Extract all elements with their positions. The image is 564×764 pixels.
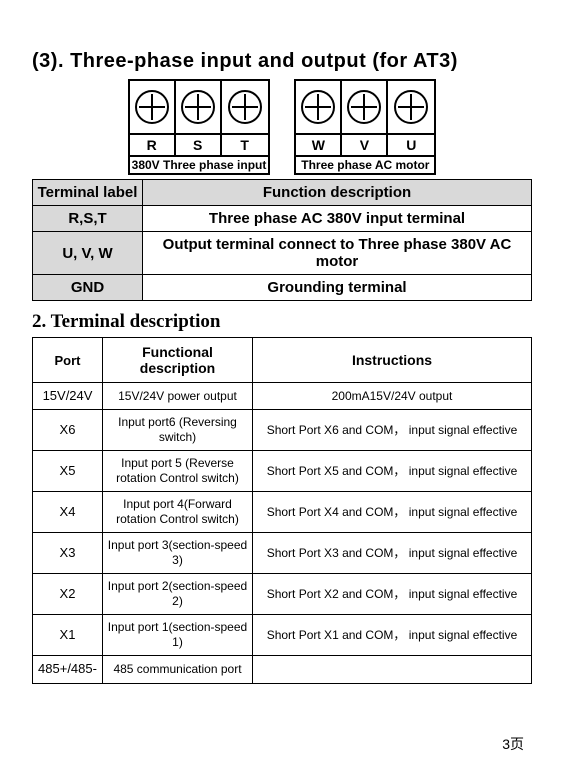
table-row: X6 Input port6 (Reversing switch) Short … (33, 410, 532, 451)
terminal-label: R (130, 135, 176, 155)
terminal-label: S (176, 135, 222, 155)
port-cell: X6 (33, 410, 103, 451)
port-cell: X3 (33, 533, 103, 574)
table-row: X2 Input port 2(section-speed 2) Short P… (33, 574, 532, 615)
table-row: 485+/485- 485 communication port (33, 656, 532, 683)
screw-icon (181, 90, 215, 124)
table-row: X1 Input port 1(section-speed 1) Short P… (33, 615, 532, 656)
terminal-cell (222, 81, 268, 133)
table-row: R,S,T Three phase AC 380V input terminal (33, 206, 532, 232)
table-header: Terminal label (33, 180, 143, 206)
section-title: (3). Three-phase input and output (for A… (32, 50, 532, 73)
func-cell: 15V/24V power output (103, 383, 253, 410)
terminal-labels: W V U (294, 135, 436, 157)
screw-icon (394, 90, 428, 124)
screw-icon (135, 90, 169, 124)
terminal-row (128, 79, 271, 135)
function-table: Terminal label Function description R,S,… (32, 179, 532, 301)
port-cell: 15V/24V (33, 383, 103, 410)
terminal-row (294, 79, 436, 135)
terminal-desc-cell: Output terminal connect to Three phase 3… (143, 232, 532, 275)
terminal-label: V (342, 135, 388, 155)
terminal-cell (296, 81, 342, 133)
terminal-group-output: W V U Three phase AC motor (294, 79, 436, 175)
func-cell: Input port 5 (Reverse rotation Control s… (103, 451, 253, 492)
table-header: Functional description (103, 338, 253, 383)
table-row: GND Grounding terminal (33, 275, 532, 301)
terminal-label: W (296, 135, 342, 155)
table-header-row: Port Functional description Instructions (33, 338, 532, 383)
instr-cell: Short Port X4 and COM， input signal effe… (253, 492, 532, 533)
terminal-cell (176, 81, 222, 133)
func-cell: Input port 4(Forward rotation Control sw… (103, 492, 253, 533)
sub-section-title: 2. Terminal description (32, 311, 532, 333)
terminal-label: U (388, 135, 434, 155)
table-row: X3 Input port 3(section-speed 3) Short P… (33, 533, 532, 574)
terminal-group-input: R S T 380V Three phase input (128, 79, 271, 175)
terminal-cell (130, 81, 176, 133)
instr-cell (253, 656, 532, 683)
terminal-labels: R S T (128, 135, 271, 157)
func-cell: Input port 2(section-speed 2) (103, 574, 253, 615)
table-row: U, V, W Output terminal connect to Three… (33, 232, 532, 275)
table-row: 15V/24V 15V/24V power output 200mA15V/24… (33, 383, 532, 410)
table-row: X4 Input port 4(Forward rotation Control… (33, 492, 532, 533)
table-header: Instructions (253, 338, 532, 383)
instr-cell: 200mA15V/24V output (253, 383, 532, 410)
terminal-label: T (222, 135, 268, 155)
screw-icon (347, 90, 381, 124)
func-cell: Input port6 (Reversing switch) (103, 410, 253, 451)
port-cell: X1 (33, 615, 103, 656)
port-cell: X2 (33, 574, 103, 615)
port-table: Port Functional description Instructions… (32, 337, 532, 684)
instr-cell: Short Port X1 and COM， input signal effe… (253, 615, 532, 656)
terminal-desc-cell: Grounding terminal (143, 275, 532, 301)
terminal-label-cell: R,S,T (33, 206, 143, 232)
section-number: (3). (32, 50, 64, 72)
instr-cell: Short Port X3 and COM， input signal effe… (253, 533, 532, 574)
terminal-cell (388, 81, 434, 133)
func-cell: 485 communication port (103, 656, 253, 683)
terminal-desc-cell: Three phase AC 380V input terminal (143, 206, 532, 232)
func-cell: Input port 1(section-speed 1) (103, 615, 253, 656)
port-cell: X5 (33, 451, 103, 492)
page: (3). Three-phase input and output (for A… (0, 0, 564, 704)
instr-cell: Short Port X5 and COM， input signal effe… (253, 451, 532, 492)
table-row: X5 Input port 5 (Reverse rotation Contro… (33, 451, 532, 492)
port-cell: 485+/485- (33, 656, 103, 683)
terminal-caption: Three phase AC motor (294, 157, 436, 175)
page-number: 3页 (0, 704, 564, 764)
screw-icon (228, 90, 262, 124)
instr-cell: Short Port X2 and COM， input signal effe… (253, 574, 532, 615)
instr-cell: Short Port X6 and COM， input signal effe… (253, 410, 532, 451)
table-header-row: Terminal label Function description (33, 180, 532, 206)
table-header: Function description (143, 180, 532, 206)
terminal-cell (342, 81, 388, 133)
func-cell: Input port 3(section-speed 3) (103, 533, 253, 574)
table-header: Port (33, 338, 103, 383)
section-title-text: Three-phase input and output (for AT3) (70, 50, 458, 72)
terminal-label-cell: GND (33, 275, 143, 301)
port-cell: X4 (33, 492, 103, 533)
terminal-label-cell: U, V, W (33, 232, 143, 275)
terminal-caption: 380V Three phase input (128, 157, 271, 175)
screw-icon (301, 90, 335, 124)
terminal-diagram: R S T 380V Three phase input W V U Three… (32, 79, 532, 175)
